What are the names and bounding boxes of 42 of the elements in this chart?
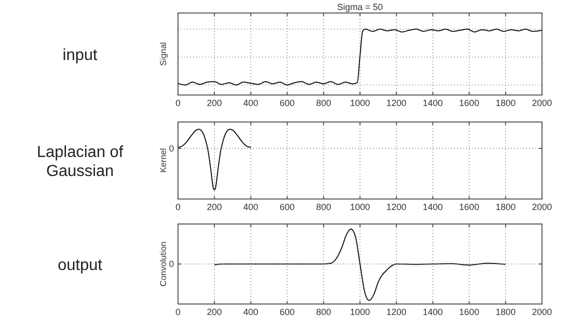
x-tick-label: 800 — [316, 98, 332, 108]
x-tick-label: 2000 — [532, 98, 552, 108]
x-tick-label: 1000 — [350, 307, 370, 317]
x-tick-label: 1200 — [386, 202, 406, 212]
x-tick-label: 1400 — [422, 98, 443, 108]
ref-line-label: 0 — [168, 258, 174, 269]
text: Laplacian of Gaussian — [36, 144, 124, 180]
text: input — [62, 47, 98, 64]
x-tick-label: 1400 — [422, 202, 443, 212]
chart-title: Sigma = 50 — [337, 2, 383, 12]
x-tick-label: 200 — [206, 307, 222, 317]
x-tick-label: 0 — [175, 307, 181, 317]
text: output — [58, 257, 103, 274]
x-tick-label: 600 — [280, 98, 295, 108]
x-tick-label: 1600 — [459, 307, 480, 317]
x-tick-label: 400 — [243, 98, 258, 108]
x-tick-label: 200 — [206, 202, 222, 212]
x-tick-label: 2000 — [532, 202, 552, 212]
x-tick-label: 600 — [280, 307, 295, 317]
x-tick-label: 1000 — [350, 202, 370, 212]
x-tick-label: 1800 — [496, 307, 516, 317]
x-tick-label: 1200 — [386, 98, 406, 108]
x-tick-label: 1600 — [459, 98, 480, 108]
ref-line-label: 0 — [168, 143, 174, 154]
x-tick-label: 400 — [243, 307, 258, 317]
x-tick-label: 0 — [175, 202, 181, 212]
x-tick-label: 2000 — [532, 307, 552, 317]
x-tick-label: 0 — [175, 98, 181, 108]
y-axis-title: Kernel — [158, 148, 168, 173]
x-tick-label: 1200 — [386, 307, 406, 317]
x-tick-label: 400 — [243, 202, 258, 212]
x-tick-label: 800 — [316, 307, 332, 317]
x-tick-label: 1800 — [496, 98, 516, 108]
y-axis-title: Convolution — [158, 241, 168, 286]
x-tick-label: 800 — [316, 202, 332, 212]
x-tick-label: 1000 — [350, 98, 370, 108]
x-tick-label: 600 — [280, 202, 295, 212]
x-tick-label: 1600 — [459, 202, 480, 212]
x-tick-label: 1800 — [496, 202, 516, 212]
x-tick-label: 1400 — [422, 307, 443, 317]
y-axis-title: Signal — [158, 42, 168, 66]
x-tick-label: 200 — [206, 98, 222, 108]
